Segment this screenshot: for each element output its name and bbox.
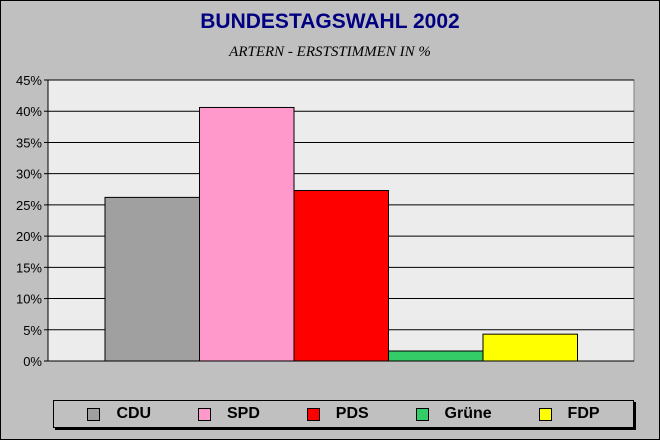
bar-pds [293, 190, 389, 362]
y-tick-label: 25% [16, 198, 42, 213]
y-tick-label: 30% [16, 167, 42, 182]
chart-subtitle: ARTERN - ERSTSTIMMEN IN % [229, 44, 431, 60]
y-tick-label: 15% [16, 260, 42, 275]
legend-swatch [87, 407, 101, 421]
legend-label: FDP [567, 405, 600, 422]
legend-swatch [306, 407, 320, 421]
legend-swatch [197, 407, 211, 421]
bar-fdp [482, 333, 578, 362]
y-tick-label: 35% [16, 135, 42, 150]
y-tick-label: 45% [16, 73, 42, 88]
y-tick-label: 0% [23, 354, 42, 369]
legend-item: CDU [87, 405, 151, 423]
bar-gr-ne [388, 350, 484, 362]
legend-label: PDS [335, 405, 369, 422]
y-tick-label: 20% [16, 229, 42, 244]
legend-item: PDS [306, 405, 369, 423]
legend-item: FDP [538, 405, 600, 423]
legend-item: Grüne [415, 405, 492, 423]
legend-swatch [538, 407, 552, 421]
y-tick-label: 10% [16, 292, 42, 307]
legend-label: Grüne [444, 405, 492, 422]
legend-label: SPD [226, 405, 260, 422]
y-tick-label: 40% [16, 104, 42, 119]
legend-item: SPD [197, 405, 260, 423]
bar-spd [199, 106, 295, 362]
legend-label: CDU [116, 405, 152, 422]
y-tick-label: 5% [23, 323, 42, 338]
legend: CDU SPD PDS Grüne FDP [53, 400, 634, 428]
chart-title: BUNDESTAGSWAHL 2002 [200, 10, 460, 33]
legend-swatch [415, 407, 429, 421]
bar-cdu [104, 196, 200, 362]
plot-area: 0% 5% 10% 15% 20% 25% 30% 35% 40% 45% [16, 73, 635, 369]
